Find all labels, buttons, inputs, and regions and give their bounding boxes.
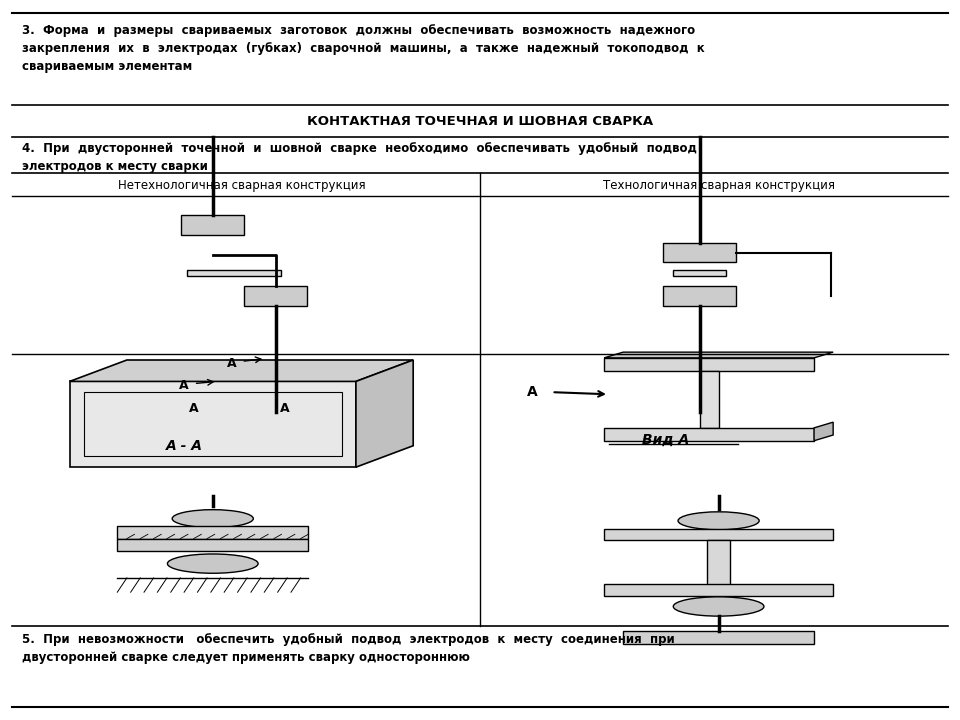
- FancyBboxPatch shape: [662, 286, 736, 306]
- Text: A: A: [180, 379, 189, 392]
- Polygon shape: [604, 352, 833, 358]
- Text: Нетехнологичная сварная конструкция: Нетехнологичная сварная конструкция: [117, 179, 365, 192]
- Polygon shape: [814, 422, 833, 441]
- Text: А: А: [527, 385, 538, 399]
- Text: Вид А: Вид А: [642, 433, 689, 447]
- Polygon shape: [700, 371, 719, 428]
- Text: 3.  Форма  и  размеры  свариваемых  заготовок  должны  обеспечивать  возможность: 3. Форма и размеры свариваемых заготовок…: [22, 24, 705, 73]
- Text: Технологичная сварная конструкция: Технологичная сварная конструкция: [603, 179, 834, 192]
- Text: 5.  При  невозможности   обеспечить  удобный  подвод  электродов  к  месту  соед: 5. При невозможности обеспечить удобный …: [22, 633, 675, 664]
- Text: КОНТАКТНАЯ ТОЧЕЧНАЯ И ШОВНАЯ СВАРКА: КОНТАКТНАЯ ТОЧЕЧНАЯ И ШОВНАЯ СВАРКА: [307, 115, 653, 128]
- FancyBboxPatch shape: [186, 270, 281, 276]
- Ellipse shape: [673, 597, 764, 616]
- FancyBboxPatch shape: [662, 243, 736, 263]
- Polygon shape: [69, 360, 413, 382]
- FancyBboxPatch shape: [117, 539, 308, 552]
- FancyBboxPatch shape: [673, 270, 726, 276]
- Ellipse shape: [678, 512, 759, 530]
- Text: A: A: [227, 357, 237, 370]
- Text: А - А: А - А: [166, 438, 203, 453]
- Polygon shape: [356, 360, 413, 467]
- Text: A: A: [279, 402, 289, 415]
- Text: A: A: [189, 402, 199, 415]
- Polygon shape: [604, 428, 814, 441]
- FancyBboxPatch shape: [244, 286, 307, 306]
- Polygon shape: [604, 358, 814, 371]
- Ellipse shape: [167, 554, 258, 573]
- FancyBboxPatch shape: [708, 540, 730, 585]
- FancyBboxPatch shape: [181, 215, 244, 235]
- FancyBboxPatch shape: [604, 585, 833, 595]
- FancyBboxPatch shape: [604, 528, 833, 540]
- FancyBboxPatch shape: [623, 631, 814, 644]
- Text: 4.  При  двусторонней  точечной  и  шовной  сварке  необходимо  обеспечивать  уд: 4. При двусторонней точечной и шовной св…: [22, 142, 697, 173]
- FancyBboxPatch shape: [117, 526, 308, 539]
- Ellipse shape: [172, 510, 253, 528]
- Polygon shape: [69, 382, 356, 467]
